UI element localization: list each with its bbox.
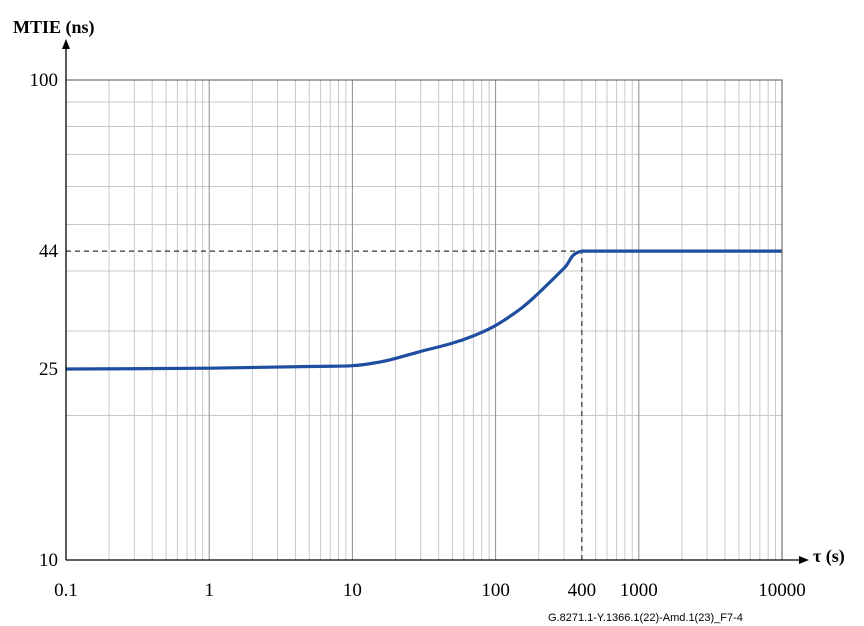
series-group xyxy=(65,249,782,371)
x-tick-label: 1000 xyxy=(620,580,658,601)
y-tick-label: 25 xyxy=(39,359,58,380)
major-gridlines xyxy=(208,80,640,560)
x-tick-label: 10000 xyxy=(758,580,806,601)
x-tick-label: 10 xyxy=(343,580,362,601)
y-axis-label: MTIE (ns) xyxy=(13,17,95,38)
x-tick-label: 1 xyxy=(204,580,214,601)
axes xyxy=(62,39,809,564)
y-tick-label: 100 xyxy=(30,70,59,91)
x-tick-label: 0.1 xyxy=(54,580,78,601)
y-tick-label: 44 xyxy=(39,241,59,262)
y-tick-label: 10 xyxy=(39,550,58,571)
x-tick-label: 400 xyxy=(568,580,597,601)
plot-frame xyxy=(65,79,783,561)
tick-labels: 0.1 1 10 100 400 1000 10000 10 25 44 100 xyxy=(30,70,806,601)
reference-lines xyxy=(66,250,583,560)
figure-id: G.8271.1-Y.1366.1(22)-Amd.1(23)_F7-4 xyxy=(548,612,743,624)
x-axis-label: τ (s) xyxy=(813,546,845,567)
minor-gridlines xyxy=(66,80,782,560)
x-tick-label: 100 xyxy=(481,580,510,601)
mtie-mask-line xyxy=(65,249,782,371)
